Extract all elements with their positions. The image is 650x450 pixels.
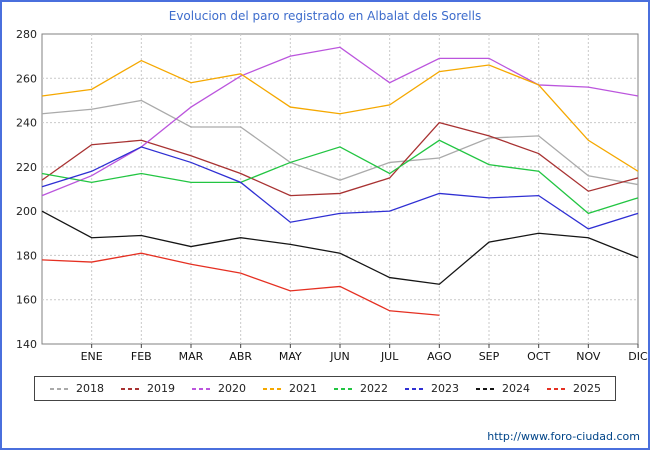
x-tick-label: ENE [81, 350, 103, 363]
chart-title: Evolucion del paro registrado en Albalat… [168, 9, 482, 23]
legend-item-2020: 2020 [191, 382, 246, 395]
legend-label: 2018 [76, 382, 104, 395]
y-tick-label: 180 [16, 249, 37, 262]
legend-item-2024: 2024 [475, 382, 530, 395]
legend-item-2021: 2021 [262, 382, 317, 395]
x-tick-label: JUL [380, 350, 399, 363]
footer-url[interactable]: http://www.foro-ciudad.com [487, 430, 640, 443]
y-tick-label: 280 [16, 28, 37, 41]
legend-swatch-2019 [121, 387, 141, 390]
legend-item-2019: 2019 [120, 382, 175, 395]
legend-label: 2024 [502, 382, 530, 395]
x-tick-label: JUN [329, 350, 350, 363]
legend-label: 2025 [573, 382, 601, 395]
y-tick-label: 260 [16, 72, 37, 85]
x-tick-label: AGO [427, 350, 452, 363]
series-line-2022 [41, 139, 639, 215]
legend-swatch-2022 [334, 387, 354, 390]
chart-legend: 2018 2019 2020 2021 2022 2023 2024 2025 [34, 376, 616, 401]
legend-swatch-2018 [50, 387, 70, 390]
x-tick-label: ABR [229, 350, 252, 363]
x-tick-label: MAY [279, 350, 302, 363]
legend-item-2025: 2025 [546, 382, 601, 395]
x-tick-label: FEB [131, 350, 152, 363]
legend-label: 2022 [360, 382, 388, 395]
y-tick-label: 220 [16, 161, 37, 174]
y-tick-label: 140 [16, 338, 37, 351]
series-line-2021 [41, 59, 639, 172]
x-tick-label: OCT [527, 350, 550, 363]
legend-item-2022: 2022 [333, 382, 388, 395]
legend-item-2018: 2018 [49, 382, 104, 395]
legend-item-2023: 2023 [404, 382, 459, 395]
series-line-2024 [41, 210, 639, 285]
x-tick-label: NOV [576, 350, 601, 363]
legend-label: 2019 [147, 382, 175, 395]
legend-label: 2023 [431, 382, 459, 395]
legend-swatch-2023 [405, 387, 425, 390]
legend-swatch-2020 [192, 387, 212, 390]
series-line-2018 [41, 99, 639, 186]
x-tick-label: SEP [479, 350, 500, 363]
legend-swatch-2025 [547, 387, 567, 390]
legend-swatch-2024 [476, 387, 496, 390]
y-tick-label: 200 [16, 205, 37, 218]
x-tick-label: DIC [628, 350, 648, 363]
unemployment-line-chart: 140 160 180 200 220 240 260 280 ENE FEB MAR ABR MAY J… [16, 28, 648, 363]
legend-label: 2020 [218, 382, 246, 395]
legend-label: 2021 [289, 382, 317, 395]
series-line-2025 [41, 252, 440, 316]
plot-area [41, 33, 639, 345]
series-line-2019 [41, 121, 639, 197]
legend-swatch-2021 [263, 387, 283, 390]
y-tick-label: 240 [16, 117, 37, 130]
series-line-2023 [41, 146, 639, 230]
x-tick-label: MAR [179, 350, 204, 363]
y-tick-label: 160 [16, 294, 37, 307]
